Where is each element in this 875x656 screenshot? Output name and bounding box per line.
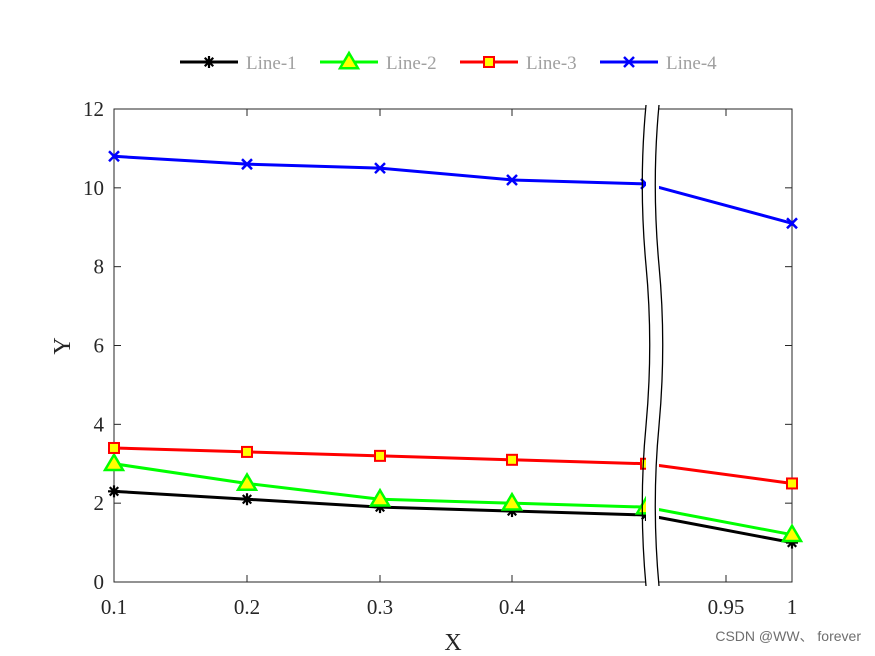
plot-frame xyxy=(113,108,793,583)
series-line xyxy=(113,489,793,545)
data-point xyxy=(108,441,120,454)
data-point xyxy=(108,486,120,497)
data-point xyxy=(623,56,635,68)
x-tick-label: 0.2 xyxy=(234,595,260,619)
data-point xyxy=(786,217,798,230)
legend-item-line-4: Line-4 xyxy=(600,53,717,74)
plot-box xyxy=(113,108,793,583)
data-point xyxy=(241,494,253,505)
x-axis-ticks: 0.1 0.2 0.3 0.4 0.95 1 xyxy=(101,109,797,619)
data-point xyxy=(500,491,524,511)
data-point xyxy=(235,471,259,492)
y-tick-label: 6 xyxy=(94,334,105,358)
data-point xyxy=(241,158,253,171)
y-tick-label: 8 xyxy=(94,255,105,279)
x-tick-label: 0.3 xyxy=(367,595,393,619)
y-tick-label: 0 xyxy=(94,570,105,594)
x-axis-label: X xyxy=(444,630,461,656)
series-line xyxy=(113,446,793,485)
y-tick-label: 2 xyxy=(94,491,105,515)
legend-label: Line-3 xyxy=(526,53,577,74)
legend-item-line-1: Line-1 xyxy=(180,53,297,74)
data-point xyxy=(108,150,120,163)
y-tick-label: 4 xyxy=(94,412,105,436)
data-point xyxy=(786,477,798,490)
data-point xyxy=(374,162,386,175)
legend-label: Line-2 xyxy=(386,53,437,74)
break-line-right xyxy=(654,104,664,587)
watermark: CSDN @WW、 forever xyxy=(715,628,861,644)
series-line xyxy=(113,154,793,225)
series-layer xyxy=(102,150,804,549)
data-point xyxy=(506,174,518,186)
x-tick-label: 0.4 xyxy=(499,595,526,619)
axis-break xyxy=(641,104,664,587)
legend-item-line-3: Line-3 xyxy=(460,53,577,74)
data-point xyxy=(102,452,126,472)
series-line-2 xyxy=(102,452,804,543)
break-gap xyxy=(646,105,659,586)
legend-label: Line-4 xyxy=(666,53,717,74)
series-line xyxy=(113,462,793,537)
data-point xyxy=(506,453,518,466)
y-tick-label: 10 xyxy=(83,176,104,200)
x-tick-label: 0.1 xyxy=(101,595,127,619)
legend: Line-1 Line-2 Line-3 Line-4 xyxy=(180,50,717,74)
data-point xyxy=(337,50,361,70)
series-line-4 xyxy=(108,150,798,230)
data-point xyxy=(780,523,804,543)
y-axis-ticks: 0 2 4 6 8 10 12 xyxy=(83,97,792,594)
data-point xyxy=(483,56,495,68)
data-point xyxy=(374,449,386,462)
x-tick-label: 0.95 xyxy=(708,595,745,619)
data-point xyxy=(368,487,392,507)
data-point xyxy=(203,56,215,68)
y-axis-label: Y xyxy=(50,337,76,354)
break-line-left xyxy=(641,104,651,587)
y-tick-label: 12 xyxy=(83,97,104,121)
legend-item-line-2: Line-2 xyxy=(320,50,437,74)
data-point xyxy=(241,445,253,458)
x-tick-label: 1 xyxy=(787,595,798,619)
legend-label: Line-1 xyxy=(246,53,297,74)
